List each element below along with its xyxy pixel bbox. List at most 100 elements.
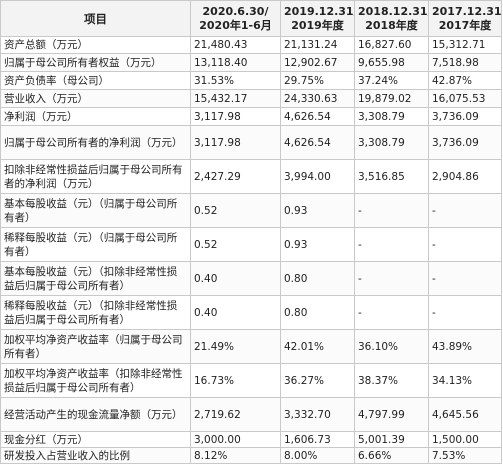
table-row: 净利润（万元） 3,117.98 4,626.54 3,308.79 3,736.09	[0, 107, 502, 126]
cell-value: 0.93	[280, 193, 355, 228]
header-period: 2018年度	[365, 18, 418, 32]
table-row: 经营活动产生的现金流量净额（万元） 2,719.62 3,332.70 4,797.9…	[0, 397, 502, 432]
table-row: 基本每股收益（元）（归属于母公司所有者） 0.52 0.93- -	[0, 193, 502, 228]
row-label: 营业收入（万元）	[0, 89, 191, 108]
cell-value: 16,075.53	[428, 89, 502, 108]
cell-value: 16,827.60	[354, 36, 429, 54]
table-row: 研发投入占营业收入的比例 8.12% 8.00% 6.66% 7.53%	[0, 447, 502, 464]
table-body: 资产总额（万元） 21,480.43 21,131.24 16,827.60 15,31…	[0, 36, 502, 464]
table-row: 扣除非经常性损益后归属于母公司所有者的净利润（万元） 2,427.29 3,994.…	[0, 159, 502, 194]
cell-value: 13,118.40	[190, 53, 281, 72]
cell-value: 3,332.70	[280, 397, 355, 432]
cell-value: 1,500.00	[428, 431, 502, 448]
cell-value: 24,330.63	[280, 89, 355, 108]
cell-value: -	[428, 295, 502, 330]
cell-value: 3,000.00	[190, 431, 281, 448]
cell-value: 0.52	[190, 227, 281, 262]
cell-value: 6.66%	[354, 447, 429, 464]
table-row: 加权平均净资产收益率（扣除非经常性损益后归属于母公司所有者） 16.73% 36.2…	[0, 363, 502, 398]
cell-value: 4,626.54	[280, 107, 355, 126]
cell-value: 3,117.98	[190, 125, 281, 160]
row-label: 资产负债率（母公司）	[0, 71, 191, 90]
cell-value: 0.52	[190, 193, 281, 228]
cell-value: 0.93	[280, 227, 355, 262]
cell-value: 34.13%	[428, 363, 502, 398]
cell-value: 4,645.56	[428, 397, 502, 432]
cell-value: 0.40	[190, 261, 281, 296]
row-label: 加权平均净资产收益率（归属于母公司所有者）	[0, 329, 191, 364]
header-item: 项目	[0, 0, 191, 37]
table-row: 归属于母公司所有者的净利润（万元） 3,117.98 4,626.54 3,308.7…	[0, 125, 502, 160]
row-label: 基本每股收益（元）（扣除非经常性损益后归属于母公司所有者）	[0, 261, 191, 296]
table-header-row: 项目 2020.6.30/ 2020年1-6月 2019.12.31/ 2019…	[0, 0, 502, 37]
row-label: 经营活动产生的现金流量净额（万元）	[0, 397, 191, 432]
cell-value: 21.49%	[190, 329, 281, 364]
table-row: 资产总额（万元） 21,480.43 21,131.24 16,827.60 15,31…	[0, 36, 502, 54]
cell-value: 2,719.62	[190, 397, 281, 432]
cell-value: -	[354, 193, 429, 228]
cell-value: 43.89%	[428, 329, 502, 364]
cell-value: 4,797.99	[354, 397, 429, 432]
cell-value: 31.53%	[190, 71, 281, 90]
cell-value: 0.40	[190, 295, 281, 330]
cell-value: 8.12%	[190, 447, 281, 464]
cell-value: 21,131.24	[280, 36, 355, 54]
cell-value: 21,480.43	[190, 36, 281, 54]
cell-value: 42.01%	[280, 329, 355, 364]
cell-value: 42.87%	[428, 71, 502, 90]
row-label: 现金分红（万元）	[0, 431, 191, 448]
header-date: 2019.12.31/	[284, 4, 355, 18]
header-date: 2018.12.31/	[358, 4, 429, 18]
cell-value: 0.80	[280, 295, 355, 330]
cell-value: 3,994.00	[280, 159, 355, 194]
cell-value: -	[354, 261, 429, 296]
cell-value: -	[354, 227, 429, 262]
row-label: 稀释每股收益（元）（扣除非经常性损益后归属于母公司所有者）	[0, 295, 191, 330]
cell-value: 15,312.71	[428, 36, 502, 54]
row-label: 归属于母公司所有者权益（万元）	[0, 53, 191, 72]
header-date: 2017.12.31/	[432, 4, 502, 18]
cell-value: 2,904.86	[428, 159, 502, 194]
header-col-2017: 2017.12.31/ 2017年度	[428, 0, 502, 37]
cell-value: 19,879.02	[354, 89, 429, 108]
cell-value: 36.27%	[280, 363, 355, 398]
cell-value: 3,516.85	[354, 159, 429, 194]
cell-value: 29.75%	[280, 71, 355, 90]
cell-value: -	[428, 227, 502, 262]
row-label: 研发投入占营业收入的比例	[0, 447, 191, 464]
cell-value: 7,518.98	[428, 53, 502, 72]
header-col-2020h1: 2020.6.30/ 2020年1-6月	[190, 0, 281, 37]
row-label: 净利润（万元）	[0, 107, 191, 126]
row-label: 资产总额（万元）	[0, 36, 191, 54]
cell-value: -	[428, 261, 502, 296]
table-row: 稀释每股收益（元）（扣除非经常性损益后归属于母公司所有者） 0.40 0.80- -	[0, 295, 502, 330]
table-row: 营业收入（万元） 15,432.17 24,330.63 19,879.02 16,07…	[0, 89, 502, 108]
row-label: 归属于母公司所有者的净利润（万元）	[0, 125, 191, 160]
header-date: 2020.6.30/	[202, 4, 269, 18]
cell-value: 5,001.39	[354, 431, 429, 448]
table-row: 归属于母公司所有者权益（万元） 13,118.40 12,902.67 9,655.9…	[0, 53, 502, 72]
cell-value: 1,606.73	[280, 431, 355, 448]
row-label: 加权平均净资产收益率（扣除非经常性损益后归属于母公司所有者）	[0, 363, 191, 398]
cell-value: 3,736.09	[428, 125, 502, 160]
header-item-label: 项目	[84, 11, 107, 26]
cell-value: 3,308.79	[354, 125, 429, 160]
header-col-2019: 2019.12.31/ 2019年度	[280, 0, 355, 37]
cell-value: 3,736.09	[428, 107, 502, 126]
cell-value: -	[428, 193, 502, 228]
cell-value: 15,432.17	[190, 89, 281, 108]
cell-value: 12,902.67	[280, 53, 355, 72]
cell-value: 2,427.29	[190, 159, 281, 194]
header-col-2018: 2018.12.31/ 2018年度	[354, 0, 429, 37]
table-row: 现金分红（万元） 3,000.00 1,606.73 5,001.39 1,500.00	[0, 431, 502, 448]
cell-value: 0.80	[280, 261, 355, 296]
cell-value: 9,655.98	[354, 53, 429, 72]
cell-value: 3,117.98	[190, 107, 281, 126]
row-label: 扣除非经常性损益后归属于母公司所有者的净利润（万元）	[0, 159, 191, 194]
cell-value: 8.00%	[280, 447, 355, 464]
table-row: 稀释每股收益（元）（归属于母公司所有者） 0.52 0.93- -	[0, 227, 502, 262]
row-label: 稀释每股收益（元）（归属于母公司所有者）	[0, 227, 191, 262]
cell-value: 4,626.54	[280, 125, 355, 160]
cell-value: 38.37%	[354, 363, 429, 398]
